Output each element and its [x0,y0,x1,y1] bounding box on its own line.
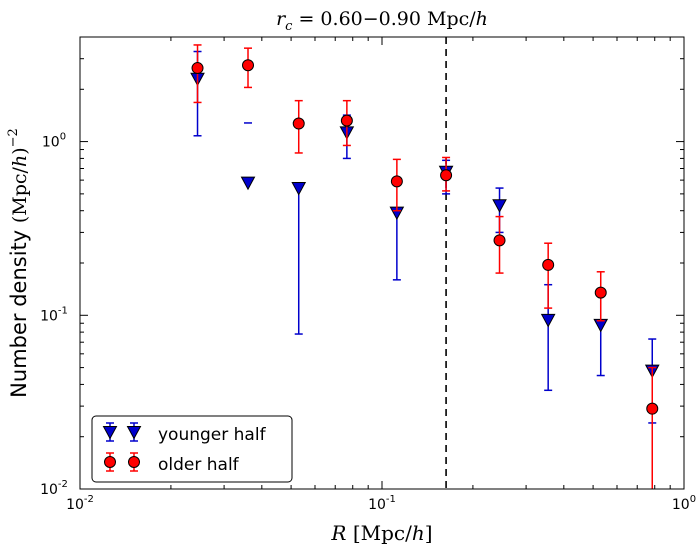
chart-title: rc = 0.60−0.90 Mpc/h [276,8,488,34]
y-axis-label: Number density (Mpc/h)−2 [6,128,31,398]
legend-older-marker [128,456,140,468]
legend: younger half older half [91,415,293,483]
legend-label-younger: younger half [158,425,267,445]
x-tick-label: 100 [672,494,696,513]
y-tick-label: 10-1 [40,305,68,324]
series-layer [190,44,660,489]
younger-point [291,182,307,196]
younger-point [540,313,556,328]
older-point [646,402,659,415]
older-point [594,286,607,299]
legend-older-marker [104,456,116,468]
x-tick-label: 10-1 [368,494,396,513]
older-point [191,62,204,75]
older-point [242,59,255,72]
plot-background [80,37,684,489]
older-point [493,234,506,247]
y-tick-label: 10-2 [40,479,68,498]
older-point [292,117,305,130]
younger-point [240,176,256,191]
older-point [542,258,555,271]
x-tick-label: 10-2 [66,494,94,513]
younger-point [492,199,507,213]
legend-label-older: older half [158,455,240,475]
y-tick-label: 100 [42,132,66,151]
x-axis-label: R [Mpc/h] [330,521,432,545]
older-point [340,114,353,127]
older-series [191,44,659,489]
axes-layer: 10-2 10-1 100 10-2 10-1 100 [40,37,696,513]
legend-younger-marker [126,425,142,440]
legend-frame [91,415,293,483]
older-point [390,175,403,188]
legend-markers [102,422,142,472]
older-point [440,169,453,182]
legend-younger-marker [102,425,118,440]
